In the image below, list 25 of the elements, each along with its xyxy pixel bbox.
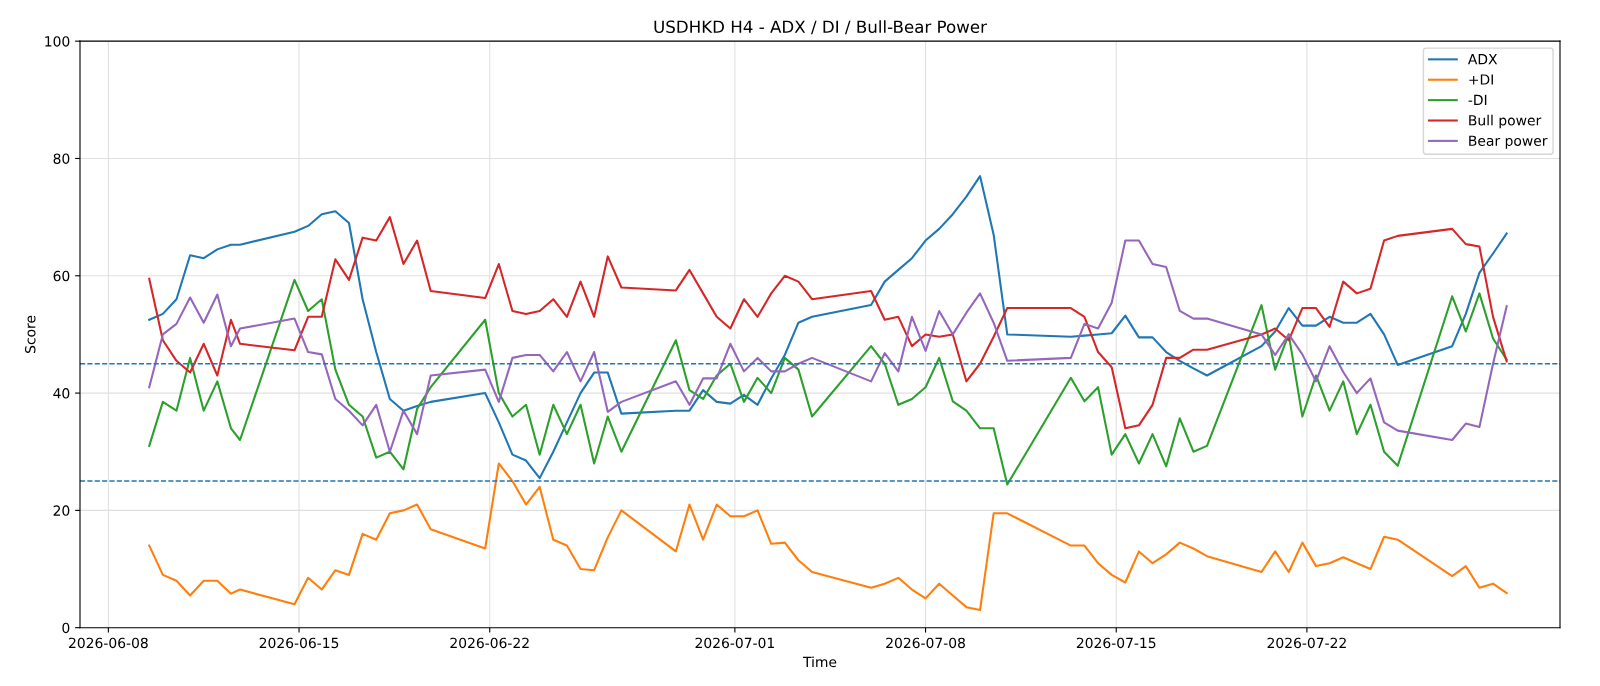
line-series	[148, 278, 1508, 486]
x-tick-label: 2026-07-22	[1267, 637, 1346, 649]
x-tick-label: 2026-06-22	[450, 637, 529, 649]
x-axis-title: Time	[802, 656, 837, 668]
x-tick-label: 2026-07-01	[695, 637, 774, 649]
y-tick-label: 20	[53, 505, 70, 516]
y-axis-title: Score	[25, 315, 36, 353]
chart-title: USDHKD H4 - ADX / DI / Bull-Bear Power	[654, 20, 987, 35]
x-tick-label: 2026-07-08	[886, 637, 965, 649]
line-series	[148, 462, 1508, 612]
y-tick-label: 0	[62, 622, 70, 634]
line-series	[148, 216, 1508, 430]
y-tick-label: 80	[53, 153, 70, 164]
x-tick-label: 2026-06-08	[69, 637, 148, 649]
x-tick-label: 2026-06-15	[259, 637, 339, 649]
y-tick-label: 100	[45, 36, 70, 47]
legend-label: Bull power	[1469, 114, 1542, 129]
legend-label: ADX	[1467, 54, 1498, 65]
y-tick-label: 60	[53, 270, 70, 282]
legend-label: -DI	[1468, 94, 1487, 105]
x-tick-label: 2026-07-15	[1076, 637, 1156, 649]
y-tick-label: 40	[53, 388, 70, 399]
legend-label: +DI	[1469, 74, 1493, 85]
legend-label: Bear power	[1469, 135, 1548, 149]
line-series	[148, 239, 1508, 453]
